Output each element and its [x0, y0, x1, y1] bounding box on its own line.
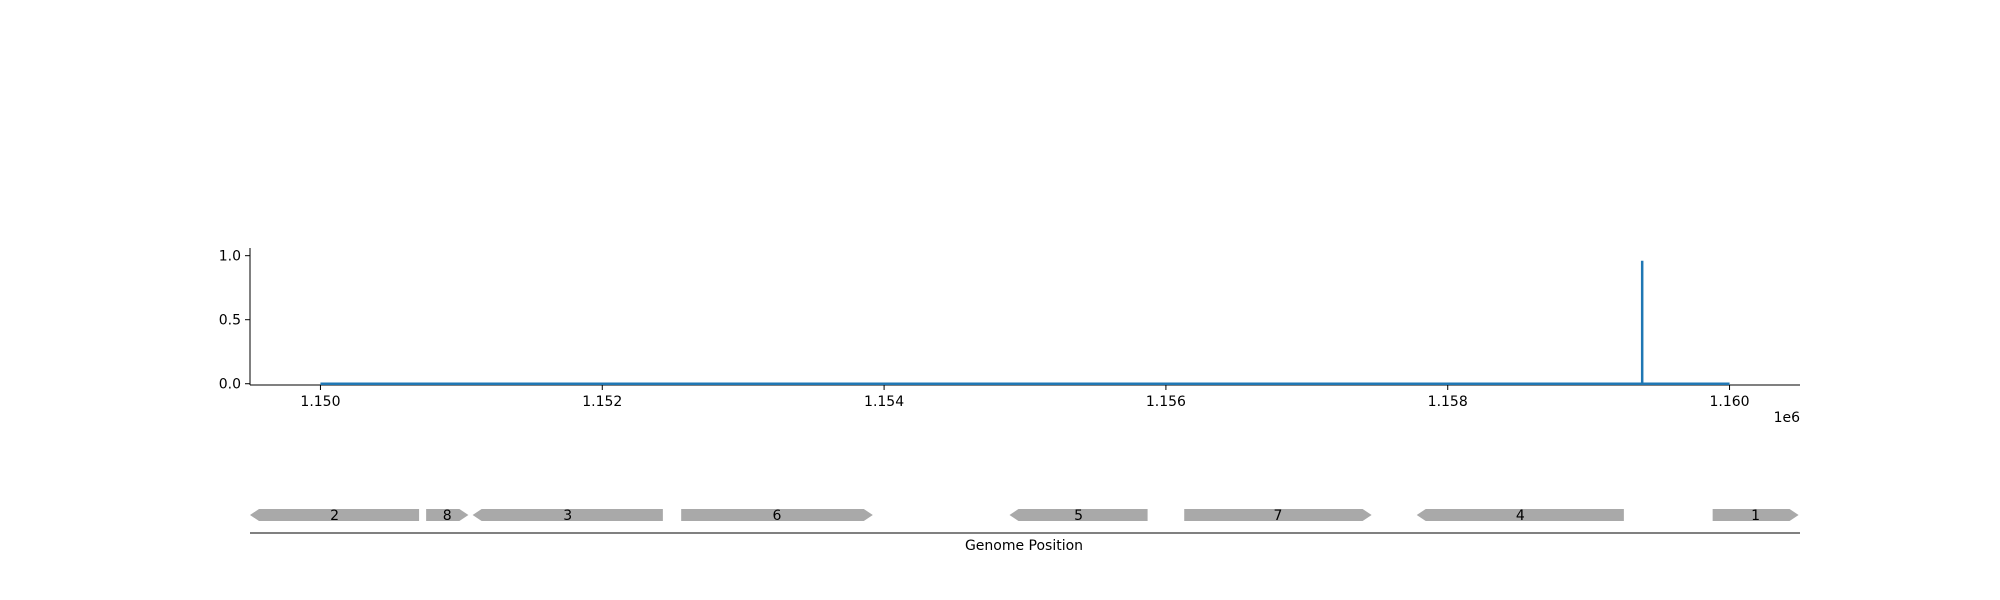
gene-label: 8 — [443, 508, 452, 524]
gene-label: 2 — [330, 508, 339, 524]
gene-label: 1 — [1751, 508, 1760, 524]
gene-label: 4 — [1516, 508, 1525, 524]
gene-arrow — [426, 509, 469, 521]
x-tick-label: 1.158 — [1428, 394, 1468, 410]
gene-label: 7 — [1273, 508, 1282, 524]
gene-arrow — [472, 509, 663, 521]
x-axis-label: Genome Position — [965, 538, 1083, 554]
y-ticks: 0.0 0.5 1.0 — [219, 249, 250, 393]
gene-group: 2 8 3 6 5 7 4 1 — [250, 508, 1799, 524]
gene-track: 2 8 3 6 5 7 4 1 Genome Position — [250, 508, 1800, 554]
y-tick-label: 0.0 — [219, 377, 241, 393]
gene-label: 5 — [1074, 508, 1083, 524]
gene-arrow — [250, 509, 420, 521]
x-tick-label: 1.156 — [1146, 394, 1186, 410]
gene-arrow — [1009, 509, 1148, 521]
series-group — [320, 260, 1730, 385]
gene-arrow — [681, 509, 873, 521]
x-scale-label: 1e6 — [1774, 410, 1801, 426]
x-tick-label: 1.154 — [864, 394, 904, 410]
x-tick-label: 1.152 — [582, 394, 622, 410]
x-ticks: 1.150 1.152 1.154 1.156 1.158 1.160 — [300, 385, 1750, 410]
y-tick-label: 0.5 — [219, 313, 241, 329]
x-tick-label: 1.160 — [1709, 394, 1749, 410]
gene-arrow — [1184, 509, 1372, 521]
series-line — [320, 260, 1730, 385]
gene-label: 6 — [773, 508, 782, 524]
gene-arrow — [1416, 509, 1624, 521]
coverage-plot: 0.0 0.5 1.0 1.150 1.152 1.154 1.156 1.158 1.160… — [219, 248, 1800, 426]
gene-arrow — [1712, 509, 1799, 521]
y-tick-label: 1.0 — [219, 249, 241, 265]
gene-label: 3 — [563, 508, 572, 524]
x-tick-label: 1.150 — [300, 394, 340, 410]
